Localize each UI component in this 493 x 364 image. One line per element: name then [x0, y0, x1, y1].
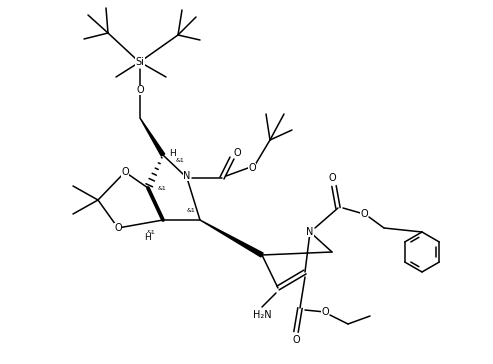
Text: N: N: [183, 171, 191, 181]
Text: O: O: [360, 209, 368, 219]
Text: O: O: [121, 167, 129, 177]
Polygon shape: [140, 118, 165, 156]
Text: O: O: [114, 223, 122, 233]
Text: O: O: [292, 335, 300, 345]
Text: H: H: [144, 233, 151, 242]
Text: H₂N: H₂N: [253, 310, 271, 320]
Text: H: H: [169, 149, 176, 158]
Text: O: O: [248, 163, 256, 173]
Text: &1: &1: [186, 207, 195, 213]
Text: &1: &1: [158, 186, 167, 190]
Text: O: O: [233, 148, 241, 158]
Text: O: O: [136, 85, 144, 95]
Text: O: O: [328, 173, 336, 183]
Text: Si: Si: [136, 57, 144, 67]
Text: &1: &1: [176, 158, 185, 162]
Text: &1: &1: [146, 230, 155, 236]
Polygon shape: [200, 220, 263, 257]
Text: N: N: [306, 227, 314, 237]
Text: O: O: [321, 307, 329, 317]
